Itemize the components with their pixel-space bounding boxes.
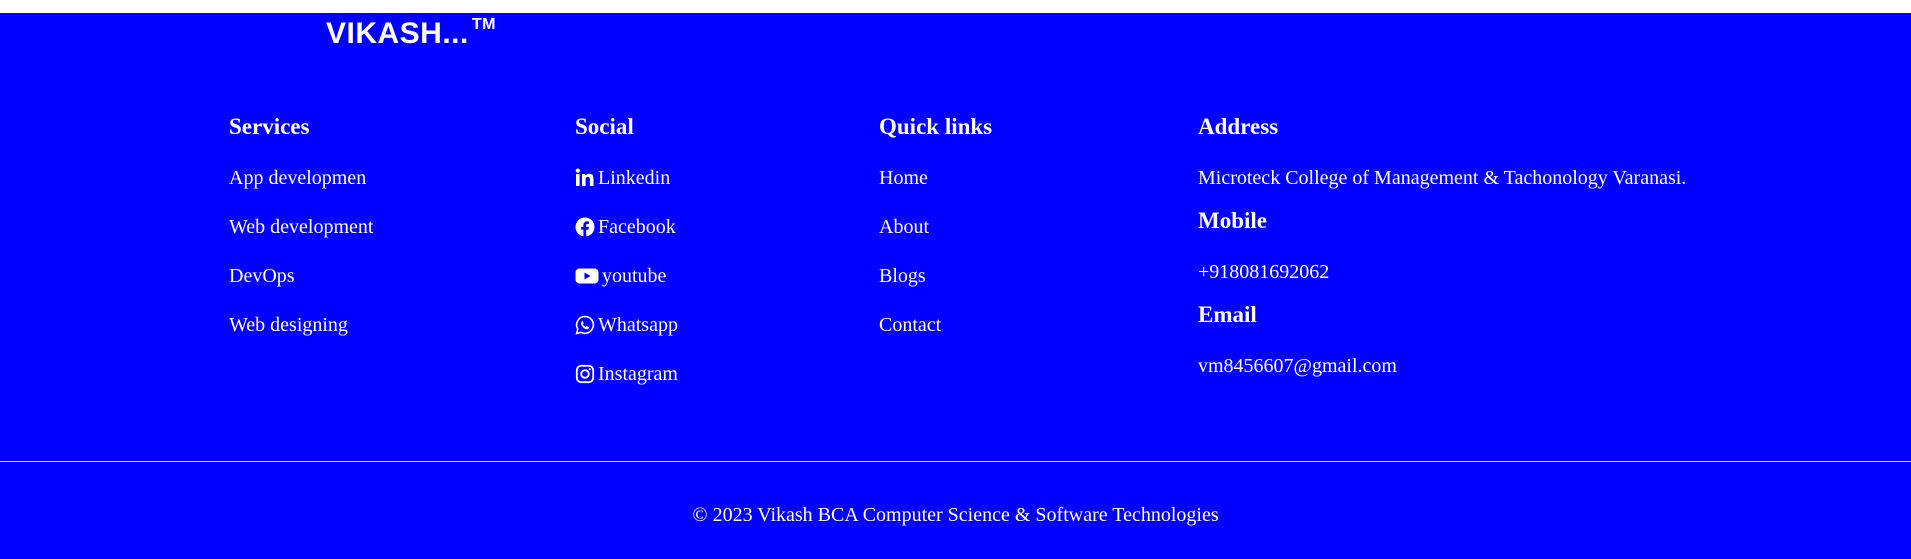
social-label: Whatsapp: [598, 314, 678, 336]
contact-column: Address Microteck College of Management …: [1198, 111, 1686, 378]
service-link-web-designing[interactable]: Web designing: [229, 314, 348, 336]
linkedin-icon: [575, 168, 595, 188]
service-link-web-development[interactable]: Web development: [229, 216, 374, 238]
social-label: Instagram: [598, 363, 678, 385]
youtube-icon: [575, 266, 599, 286]
social-link-facebook[interactable]: Facebook: [575, 215, 678, 239]
social-label: Facebook: [598, 216, 676, 238]
address-heading: Address: [1198, 114, 1279, 139]
email-heading: Email: [1198, 302, 1257, 327]
social-heading: Social: [575, 114, 634, 139]
brand-logo[interactable]: VIKASH... TM: [326, 16, 496, 51]
address-text: Microteck College of Management & Tachon…: [1198, 167, 1687, 189]
social-label: youtube: [602, 265, 667, 287]
mobile-heading: Mobile: [1198, 208, 1267, 233]
quick-links-heading: Quick links: [879, 114, 993, 139]
footer: VIKASH... TM Services App developmen Web …: [0, 13, 1911, 559]
quick-link-contact[interactable]: Contact: [879, 314, 942, 336]
trademark-symbol: TM: [471, 16, 496, 33]
copyright-text: © 2023 Vikash BCA Computer Science & Sof…: [692, 504, 1219, 526]
social-link-youtube[interactable]: youtube: [575, 264, 678, 288]
quick-link-home[interactable]: Home: [879, 167, 928, 189]
service-link-app-development[interactable]: App developmen: [229, 167, 367, 189]
quick-links-column: Quick links Home About Blogs Contact: [879, 111, 992, 337]
social-link-whatsapp[interactable]: Whatsapp: [575, 313, 678, 337]
service-link-devops[interactable]: DevOps: [229, 265, 295, 287]
mobile-number[interactable]: +918081692062: [1198, 261, 1330, 283]
services-heading: Services: [229, 114, 310, 139]
social-label: Linkedin: [598, 167, 671, 189]
social-link-instagram[interactable]: Instagram: [575, 362, 678, 386]
instagram-icon: [575, 364, 595, 384]
facebook-icon: [575, 217, 595, 237]
social-link-linkedin[interactable]: Linkedin: [575, 166, 678, 190]
brand-name: VIKASH...: [326, 17, 469, 50]
services-column: Services App developmen Web development …: [229, 111, 373, 337]
social-column: Social Linkedin Facebook youtube: [575, 111, 678, 386]
quick-link-about[interactable]: About: [879, 216, 929, 238]
quick-link-blogs[interactable]: Blogs: [879, 265, 926, 287]
whatsapp-icon: [575, 315, 595, 335]
email-address[interactable]: vm8456607@gmail.com: [1198, 355, 1397, 377]
footer-divider: [0, 461, 1911, 462]
